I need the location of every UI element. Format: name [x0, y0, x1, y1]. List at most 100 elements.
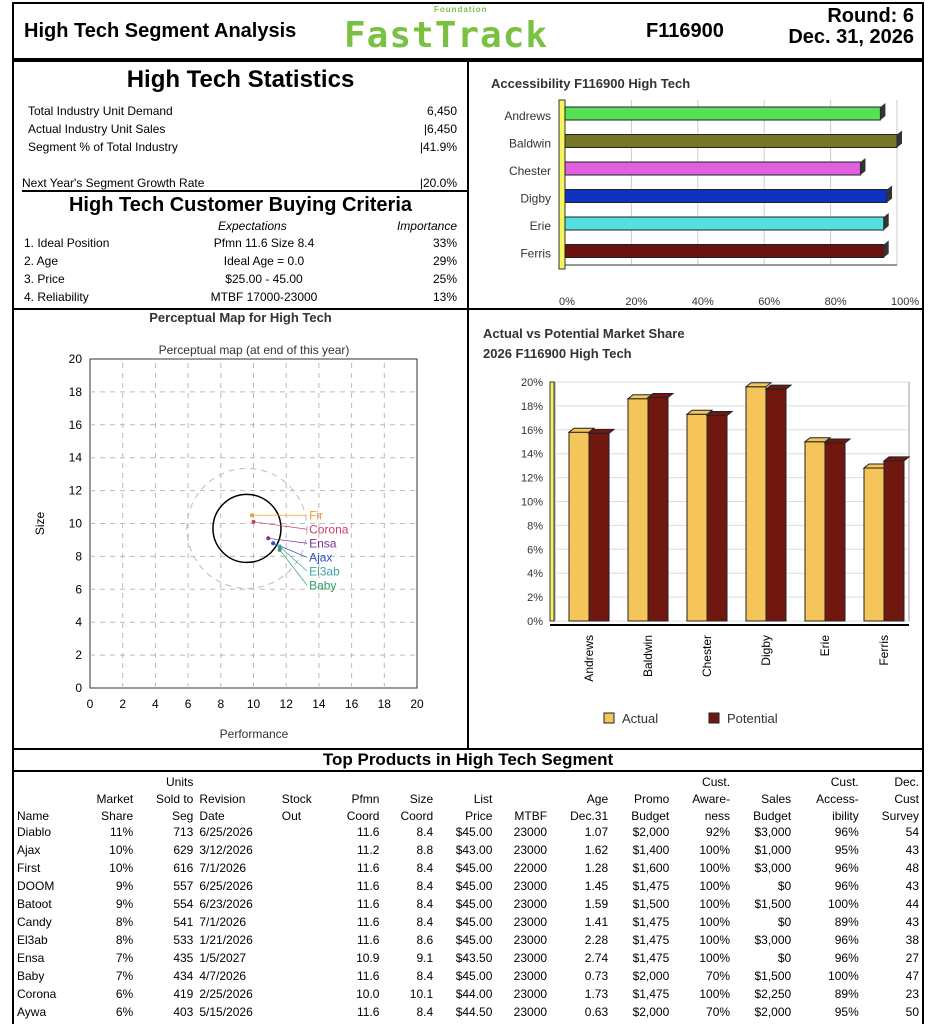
bar-side — [897, 130, 902, 148]
table-cell: 100% — [828, 897, 859, 911]
column-header: Coord — [346, 809, 380, 823]
table-row: Candy 8% 541 7/1/2026 11.6 8.4 $45.00 23000 1.41… — [14, 913, 922, 931]
table-cell: 11% — [110, 825, 134, 839]
category-label: Digby — [520, 192, 551, 206]
table-cell: $0 — [777, 915, 792, 929]
perceptual-map: Perceptual map (at end of this year) 00 2 2… — [33, 343, 424, 741]
table-cell: 7% — [115, 969, 134, 983]
column-header: Cust — [894, 792, 919, 806]
report-header: High Tech Segment Analysis Foundation Fas… — [12, 2, 924, 60]
table-cell: 23 — [905, 987, 919, 1001]
x-tick-label: 60% — [758, 296, 780, 308]
product-label: Fir — [309, 508, 323, 522]
table-cell: 533 — [173, 933, 194, 947]
y-tick-label: 12 — [69, 484, 83, 498]
y-tick-label: 8 — [75, 549, 82, 563]
column-header: Coord — [400, 809, 434, 823]
table-cell: 96% — [834, 825, 859, 839]
product-label: Baby — [309, 578, 336, 592]
table-cell: 100% — [699, 843, 731, 857]
table-row: First 10% 616 7/1/2026 11.6 8.4 $45.00 22000 1.2… — [14, 859, 922, 877]
y-tick-label: 14 — [69, 451, 83, 465]
y-tick-label: 0% — [527, 616, 543, 628]
y-tick-label: 16% — [521, 425, 543, 437]
table-cell: 7% — [115, 951, 134, 965]
table-cell: 43 — [905, 879, 919, 893]
table-cell: 70% — [706, 969, 731, 983]
table-cell: 100% — [699, 987, 731, 1001]
table-cell: First — [17, 861, 41, 875]
bar-actual — [804, 441, 826, 622]
table-cell: 1.73 — [584, 987, 609, 1001]
table-cell: $2,000 — [632, 825, 670, 839]
table-cell: $1,400 — [632, 843, 670, 857]
bar-potential — [588, 432, 610, 622]
column-header: Seg — [172, 809, 194, 823]
table-row: Batoot 9% 554 6/23/2026 11.6 8.4 $45.00 23000 1.… — [14, 895, 922, 913]
table-cell: 1.28 — [584, 861, 609, 875]
bar-top — [803, 437, 832, 443]
market-share-subtitle: 2026 F116900 High Tech — [483, 346, 632, 361]
x-tick-label: 18 — [378, 697, 392, 711]
table-cell: 6% — [115, 987, 134, 1001]
table-cell: 4/7/2026 — [199, 969, 247, 983]
category-label: Ferris — [877, 635, 891, 666]
criteria-row: 3. Price $25.00 - 45.00 25% — [24, 272, 457, 286]
table-cell: 11.6 — [356, 825, 380, 839]
table-cell: $1,000 — [754, 843, 792, 857]
table-cell: 7/1/2026 — [199, 861, 247, 875]
table-cell: $45.00 — [455, 933, 493, 947]
table-cell: 10% — [109, 843, 134, 857]
perceptual-map-title: Perceptual Map for High Tech — [149, 310, 332, 325]
table-cell: $2,000 — [632, 969, 670, 983]
table-cell: 434 — [173, 969, 194, 983]
table-cell: 23000 — [513, 969, 548, 983]
x-tick-label: 16 — [345, 697, 359, 711]
bar-side — [883, 213, 889, 230]
table-cell: 6/25/2026 — [199, 825, 253, 839]
table-cell: 1.62 — [584, 843, 609, 857]
column-header: Dec.31 — [570, 809, 609, 823]
column-header: Budget — [753, 809, 792, 823]
statistics-panel: High Tech Statistics Total Industry Unit… — [12, 60, 469, 310]
table-cell: $1,500 — [754, 969, 792, 983]
column-header — [14, 772, 77, 789]
category-label: Digby — [759, 635, 773, 666]
table-cell — [279, 859, 329, 877]
column-header: Date — [199, 809, 225, 823]
table-cell: 96% — [834, 879, 859, 893]
column-header — [436, 772, 495, 789]
table-cell: 403 — [173, 1005, 194, 1019]
category-label: Chester — [509, 164, 551, 178]
table-cell: 8.6 — [416, 933, 434, 947]
legend-swatch — [708, 712, 720, 724]
table-cell: $3,000 — [754, 825, 792, 839]
table-cell: $1,475 — [632, 951, 670, 965]
column-header: Cust. — [830, 775, 859, 789]
table-cell — [279, 967, 329, 985]
table-cell: 23000 — [513, 951, 548, 965]
table-cell: 10.9 — [356, 951, 380, 965]
criteria-row: 1. Ideal Position Pfmn 11.6 Size 8.4 33% — [24, 236, 457, 250]
y-tick-label: 12% — [521, 473, 543, 485]
product-label: El3ab — [309, 564, 340, 578]
x-tick-label: 0% — [559, 296, 575, 308]
table-cell: $1,475 — [632, 879, 670, 893]
column-header: Units — [166, 775, 194, 789]
table-cell: $1,475 — [632, 933, 670, 947]
table-cell: 96% — [834, 861, 859, 875]
bar-top — [744, 382, 773, 388]
bar-top — [587, 428, 616, 434]
table-cell: Diablo — [17, 825, 52, 839]
table-cell: 100% — [699, 915, 731, 929]
column-header: Out — [281, 809, 302, 823]
table-row: Diablo 11% 713 6/25/2026 11.6 8.4 $45.00 23000 1… — [14, 823, 922, 841]
table-cell: 23000 — [513, 915, 548, 929]
table-cell: 50 — [905, 1005, 919, 1019]
table-cell: 8.8 — [416, 843, 434, 857]
column-header: Revision — [199, 792, 246, 806]
y-tick-label: 10% — [521, 497, 543, 509]
table-cell: Corona — [17, 987, 57, 1001]
table-cell: Aywa — [17, 1005, 47, 1019]
table-row: El3ab 8% 533 1/21/2026 11.6 8.6 $45.00 23000 2.2… — [14, 931, 922, 949]
